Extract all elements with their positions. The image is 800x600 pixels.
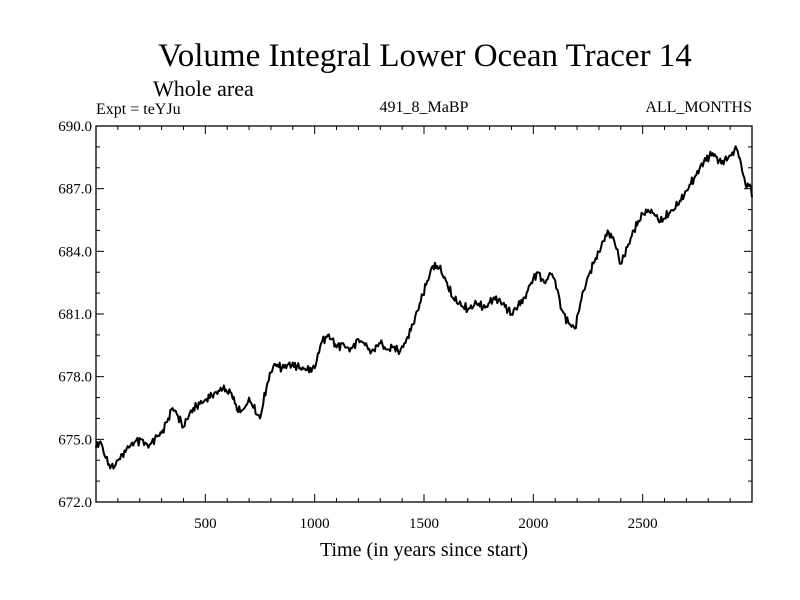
x-tick-label: 2000 [518, 516, 548, 532]
x-tick-label: 500 [194, 516, 217, 532]
center-label: 491_8_MaBP [380, 99, 469, 116]
y-tick-label: 690.0 [58, 119, 92, 135]
experiment-label: Expt = teYJu [96, 101, 181, 118]
x-tick-label: 1000 [300, 516, 330, 532]
y-tick-label: 672.0 [58, 495, 92, 511]
plot-frame [95, 125, 753, 503]
x-tick-label: 2500 [628, 516, 658, 532]
chart-subtitle: Whole area [153, 76, 254, 101]
x-axis-tick-labels: 500 1000 1500 2000 2500 [194, 516, 658, 532]
chart-title: Volume Integral Lower Ocean Tracer 14 [158, 38, 692, 74]
y-tick-label: 687.0 [58, 182, 92, 198]
y-tick-label: 681.0 [58, 307, 92, 323]
y-tick-label: 684.0 [58, 244, 92, 260]
y-axis-tick-labels: 672.0 675.0 678.0 681.0 684.0 687.0 690.0 [58, 119, 92, 511]
x-axis-label: Time (in years since start) [320, 539, 528, 561]
right-label: ALL_MONTHS [645, 99, 752, 116]
y-tick-label: 678.0 [58, 370, 92, 386]
x-axis-ticks [117, 126, 731, 502]
y-axis-ticks [96, 146, 752, 482]
series-group [95, 145, 753, 470]
series-line [95, 145, 753, 470]
x-tick-label: 1500 [409, 516, 439, 532]
y-tick-label: 675.0 [58, 432, 92, 448]
